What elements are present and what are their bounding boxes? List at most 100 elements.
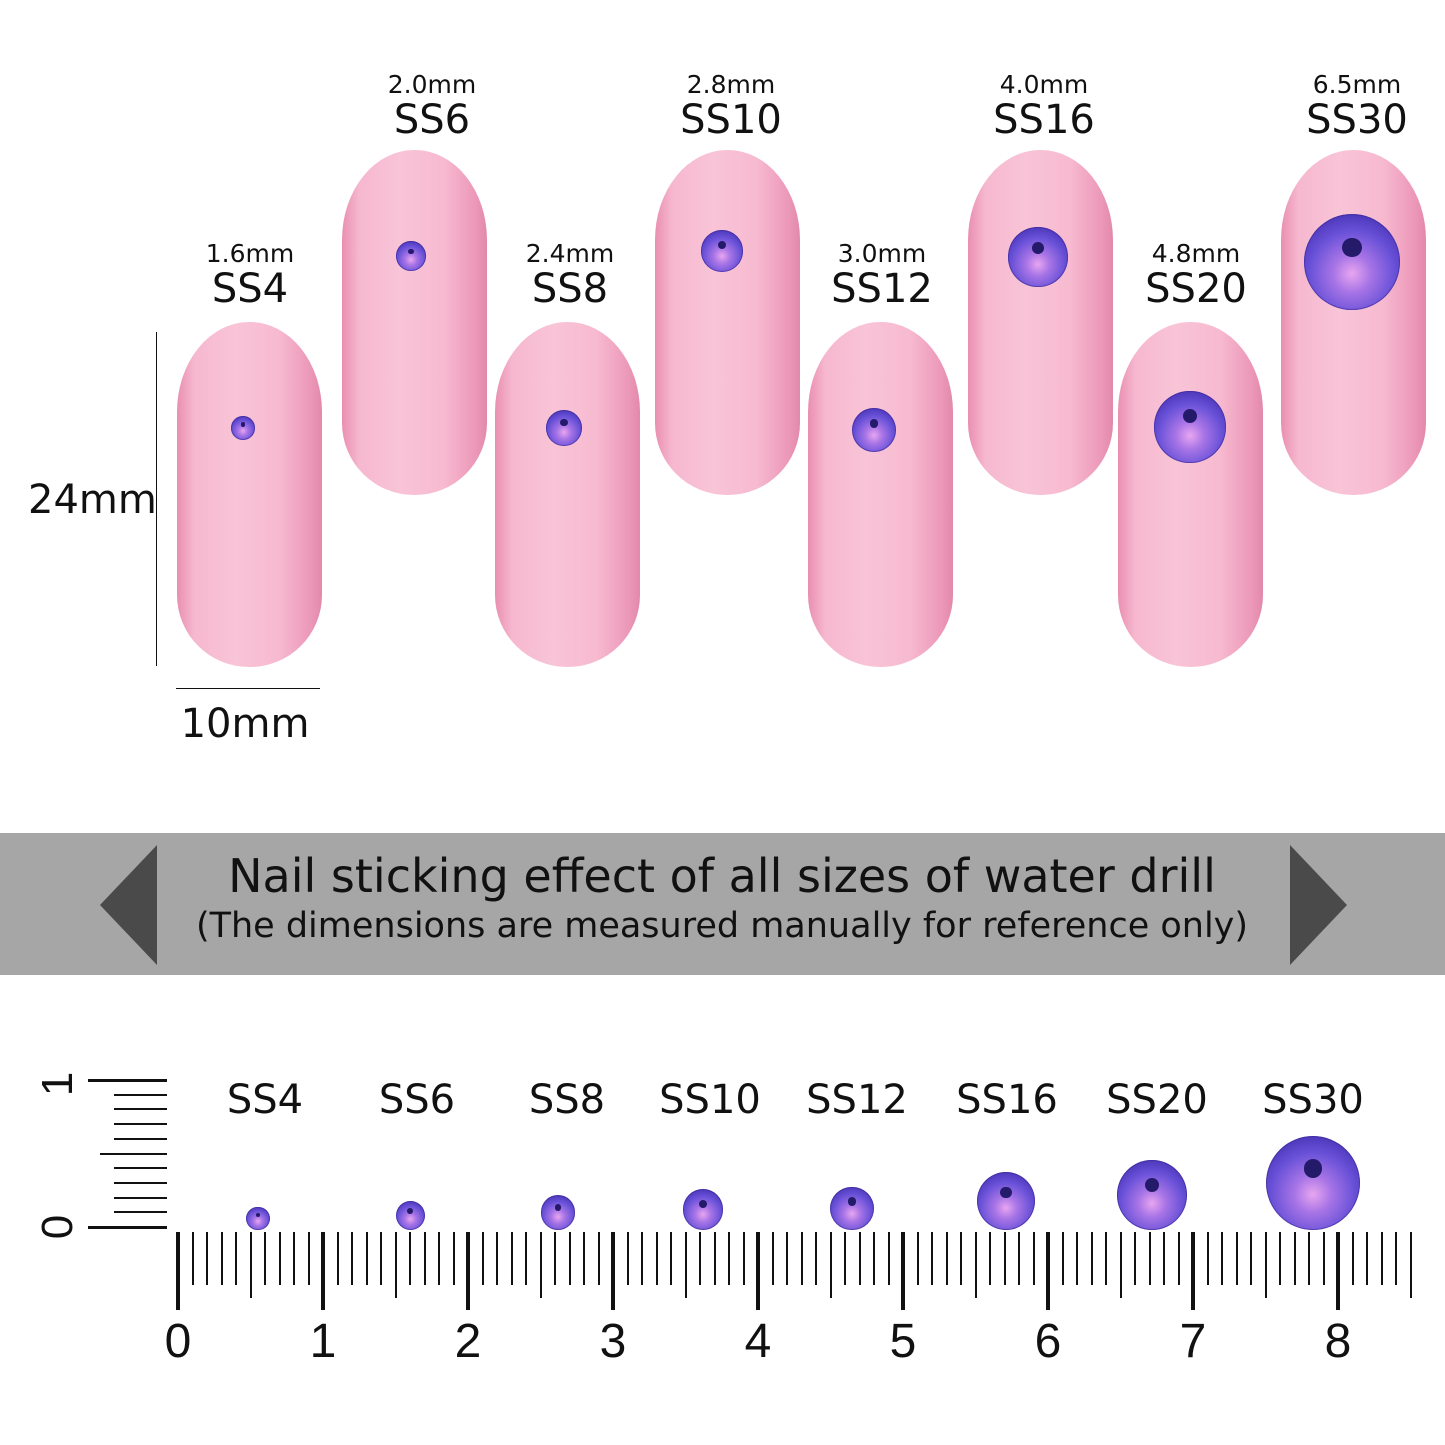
ruler-tick — [989, 1232, 991, 1285]
ruler-tick — [1250, 1232, 1252, 1285]
vertical-ruler-tick — [114, 1123, 167, 1126]
rhinestone — [701, 230, 743, 272]
ruler-tick — [1322, 1232, 1325, 1285]
ruler-tick — [235, 1232, 237, 1285]
ruler-tick — [336, 1232, 339, 1285]
ruler-tick — [466, 1232, 470, 1310]
size-diameter-label: 4.0mm — [999, 70, 1089, 99]
ruler-rhinestone — [395, 1201, 425, 1230]
ruler-tick — [626, 1232, 629, 1285]
ruler-size-label: SS12 — [806, 1077, 908, 1123]
height-dimension-line — [156, 332, 157, 666]
ruler-tick — [699, 1232, 701, 1285]
ruler-tick — [496, 1232, 498, 1285]
ruler-label: 8 — [1324, 1315, 1352, 1368]
ruler-tick — [583, 1232, 585, 1285]
ruler-rhinestone — [1265, 1135, 1361, 1230]
ruler-tick — [365, 1232, 368, 1285]
ruler-size-label: SS4 — [226, 1077, 304, 1123]
ruler-size-label: SS6 — [378, 1077, 456, 1123]
ruler-tick — [771, 1232, 774, 1285]
height-dimension-label: 24mm — [28, 477, 157, 523]
vertical-ruler-tick — [114, 1181, 167, 1184]
ruler-tick — [1191, 1232, 1195, 1310]
ruler-rhinestone — [1117, 1160, 1187, 1230]
ruler-label: 7 — [1179, 1315, 1207, 1368]
ruler-tick — [206, 1232, 208, 1285]
ruler-tick — [1279, 1232, 1281, 1285]
vertical-ruler-tick — [88, 1226, 167, 1229]
ruler-tick — [539, 1232, 542, 1298]
ruler-tick — [249, 1232, 252, 1298]
size-diameter-label: 2.4mm — [525, 239, 615, 268]
rhinestone — [851, 407, 897, 453]
ruler-tick — [438, 1232, 440, 1285]
size-diameter-label: 1.6mm — [205, 239, 295, 268]
ruler-label: 6 — [1034, 1315, 1062, 1368]
ruler-tick — [264, 1232, 266, 1285]
size-name-label: SS20 — [1145, 266, 1247, 312]
ruler-tick — [756, 1232, 760, 1310]
ruler-tick — [1366, 1232, 1368, 1285]
size-name-label: SS12 — [831, 266, 933, 312]
banner-title: Nail sticking effect of all sizes of wat… — [228, 849, 1216, 903]
ruler-tick — [1105, 1232, 1107, 1285]
ruler-tick — [1336, 1232, 1340, 1310]
ruler-tick — [786, 1232, 788, 1285]
width-dimension-line — [176, 688, 320, 689]
ruler-tick — [293, 1232, 295, 1285]
rhinestone — [231, 416, 255, 440]
ruler-tick — [568, 1232, 571, 1285]
ruler-tick — [713, 1232, 716, 1285]
ruler-tick — [611, 1232, 615, 1310]
vertical-ruler-label: 0 — [33, 1214, 82, 1240]
vertical-ruler-tick — [114, 1093, 167, 1096]
ruler-tick — [1206, 1232, 1209, 1285]
nail — [1281, 150, 1426, 495]
vertical-ruler-label: 1 — [33, 1071, 82, 1097]
ruler-tick — [525, 1232, 527, 1285]
vertical-ruler-tick — [88, 1079, 167, 1082]
ruler-tick — [1395, 1232, 1397, 1285]
ruler-tick — [1003, 1232, 1006, 1285]
ruler-tick — [278, 1232, 281, 1285]
ruler-tick — [554, 1232, 556, 1285]
ruler-tick — [481, 1232, 484, 1285]
ruler-tick — [351, 1232, 353, 1285]
size-diameter-label: 3.0mm — [837, 239, 927, 268]
ruler-tick — [670, 1232, 672, 1285]
ruler-tick — [380, 1232, 382, 1285]
ruler-tick — [1090, 1232, 1093, 1285]
ruler-tick — [945, 1232, 948, 1285]
vertical-ruler-tick — [100, 1152, 167, 1155]
ruler-tick — [1032, 1232, 1035, 1285]
ruler-tick — [1163, 1232, 1165, 1285]
right-arrow-icon — [1290, 845, 1347, 965]
ruler-tick — [1134, 1232, 1136, 1285]
size-name-label: SS10 — [680, 97, 782, 143]
ruler-tick — [1148, 1232, 1151, 1285]
ruler-label: 2 — [454, 1315, 482, 1368]
ruler-tick — [1409, 1232, 1412, 1298]
rhinestone — [546, 410, 582, 446]
ruler-tick — [684, 1232, 687, 1298]
ruler-tick — [887, 1232, 890, 1285]
ruler-tick — [1351, 1232, 1354, 1285]
ruler-tick — [191, 1232, 194, 1285]
ruler-size-label: SS16 — [956, 1077, 1058, 1123]
ruler-tick — [409, 1232, 411, 1285]
ruler-tick — [510, 1232, 513, 1285]
ruler-label: 0 — [164, 1315, 192, 1368]
ruler-tick — [1293, 1232, 1296, 1285]
banner: Nail sticking effect of all sizes of wat… — [0, 833, 1445, 975]
size-diameter-label: 4.8mm — [1151, 239, 1241, 268]
ruler-tick — [1308, 1232, 1310, 1285]
vertical-ruler-tick — [114, 1167, 167, 1170]
ruler-size-label: SS10 — [659, 1077, 761, 1123]
size-diameter-label: 6.5mm — [1312, 70, 1402, 99]
nail — [808, 322, 953, 667]
ruler-tick — [960, 1232, 962, 1285]
ruler-rhinestone — [540, 1195, 576, 1230]
ruler-rhinestone — [977, 1172, 1035, 1230]
